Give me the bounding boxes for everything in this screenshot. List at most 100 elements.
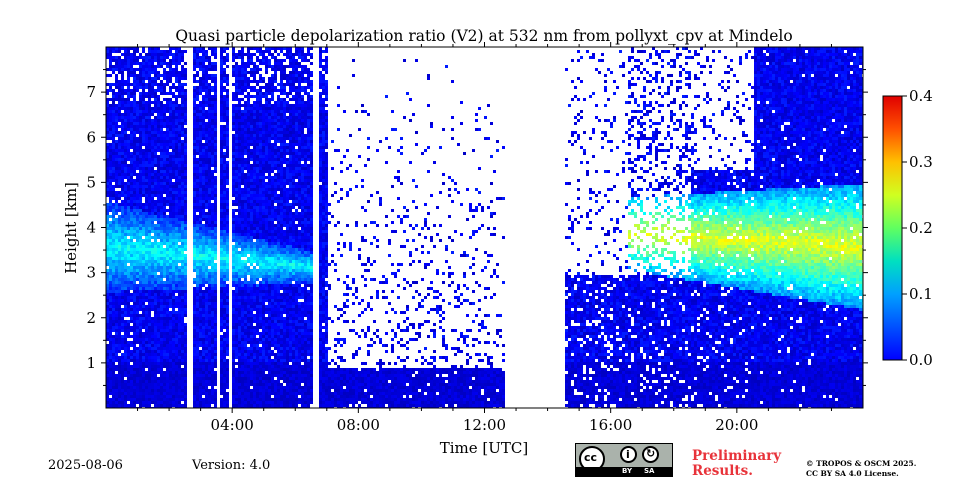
heatmap-cell [220, 86, 223, 89]
heatmap-cell [121, 122, 124, 125]
heatmap-cell [208, 347, 211, 350]
heatmap-cell [172, 272, 175, 275]
heatmap-cell [121, 356, 124, 359]
heatmap-cell [205, 341, 208, 344]
heatmap-cell [205, 173, 208, 176]
heatmap-cell [130, 221, 133, 224]
heatmap-cell [175, 392, 178, 395]
heatmap-cell [106, 287, 109, 290]
heatmap-cell [115, 398, 118, 401]
heatmap-cell [139, 155, 142, 158]
heatmap-cell [139, 374, 142, 377]
heatmap-cell [193, 200, 196, 203]
heatmap-cell [178, 239, 181, 242]
heatmap-cell [130, 164, 133, 167]
heatmap-cell [241, 365, 244, 368]
heatmap-cell [178, 197, 181, 200]
heatmap-cell [232, 170, 235, 173]
heatmap-cell [145, 137, 148, 140]
heatmap-cell [136, 119, 139, 122]
heatmap-cell [148, 62, 151, 65]
heatmap-cell [130, 266, 133, 269]
heatmap-cell [133, 128, 136, 131]
heatmap-cell [184, 104, 187, 107]
heatmap-cell [124, 347, 127, 350]
heatmap-cell [202, 167, 205, 170]
heatmap-cell [211, 281, 214, 284]
heatmap-cell [175, 275, 178, 278]
heatmap-cell [199, 248, 202, 251]
heatmap-cell [175, 194, 178, 197]
heatmap-cell [232, 350, 235, 353]
heatmap-cell [139, 77, 142, 80]
heatmap-cell [148, 356, 151, 359]
heatmap-cell [214, 128, 217, 131]
heatmap-cell [118, 140, 121, 143]
heatmap-cell [127, 62, 130, 65]
heatmap-cell [139, 122, 142, 125]
heatmap-cell [172, 113, 175, 116]
heatmap-cell [232, 149, 235, 152]
heatmap-cell [133, 296, 136, 299]
heatmap-cell [133, 230, 136, 233]
heatmap-cell [127, 392, 130, 395]
heatmap-cell [124, 170, 127, 173]
heatmap-cell [169, 284, 172, 287]
heatmap-cell [226, 236, 229, 239]
heatmap-cell [172, 122, 175, 125]
heatmap-cell [220, 308, 223, 311]
heatmap-cell [226, 53, 229, 56]
heatmap-cell [232, 119, 235, 122]
heatmap-cell [181, 263, 184, 266]
heatmap-cell [118, 47, 121, 50]
heatmap-cell [160, 260, 163, 263]
heatmap-cell [118, 86, 121, 89]
heatmap-cell [175, 113, 178, 116]
heatmap-cell [241, 119, 244, 122]
heatmap-cell [232, 368, 235, 371]
heatmap-cell [121, 80, 124, 83]
heatmap-cell [160, 209, 163, 212]
heatmap-cell [244, 233, 247, 236]
heatmap-cell [160, 305, 163, 308]
heatmap-cell [220, 344, 223, 347]
heatmap-cell [199, 170, 202, 173]
heatmap-cell [202, 128, 205, 131]
heatmap-cell [238, 287, 241, 290]
heatmap-cell [160, 338, 163, 341]
heatmap-cell [226, 317, 229, 320]
heatmap-cell [175, 353, 178, 356]
heatmap-cell [238, 362, 241, 365]
heatmap-cell [244, 326, 247, 329]
heatmap-cell [226, 143, 229, 146]
heatmap-cell [238, 197, 241, 200]
heatmap-cell [181, 242, 184, 245]
heatmap-cell [184, 122, 187, 125]
heatmap-cell [166, 155, 169, 158]
heatmap-cell [118, 101, 121, 104]
heatmap-cell [226, 299, 229, 302]
heatmap-cell [184, 128, 187, 131]
heatmap-cell [181, 290, 184, 293]
heatmap-cell [109, 254, 112, 257]
heatmap-cell [214, 137, 217, 140]
heatmap-cell [136, 155, 139, 158]
heatmap-cell [199, 194, 202, 197]
heatmap-cell [127, 320, 130, 323]
heatmap-cell [241, 287, 244, 290]
heatmap-cell [139, 134, 142, 137]
heatmap-cell [151, 62, 154, 65]
heatmap-cell [142, 125, 145, 128]
heatmap-cell [214, 149, 217, 152]
heatmap-cell [115, 278, 118, 281]
heatmap-cell [163, 104, 166, 107]
heatmap-cell [151, 341, 154, 344]
heatmap-cell [214, 47, 217, 50]
heatmap-cell [205, 170, 208, 173]
heatmap-cell [199, 209, 202, 212]
heatmap-cell [196, 284, 199, 287]
heatmap-cell [202, 359, 205, 362]
heatmap-cell [106, 326, 109, 329]
heatmap-cell [226, 248, 229, 251]
heatmap-cell [115, 404, 118, 407]
